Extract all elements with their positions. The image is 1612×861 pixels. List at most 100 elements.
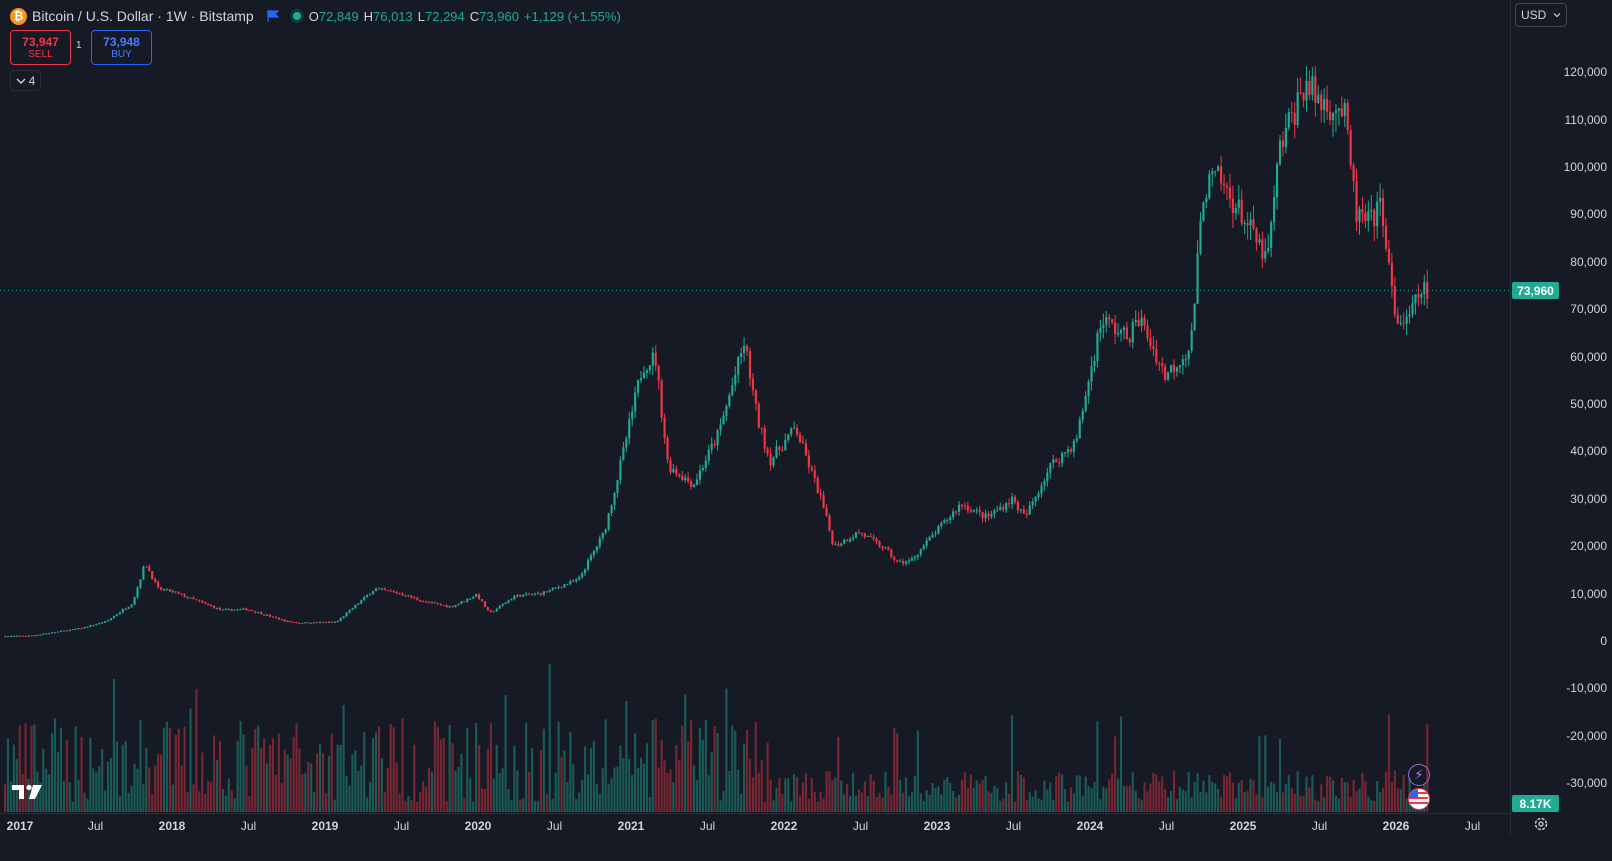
candle-body <box>1364 212 1367 222</box>
candle-body <box>1273 197 1276 223</box>
candle-body <box>684 477 687 481</box>
candle-body <box>940 523 943 526</box>
symbol-title[interactable]: Bitcoin / U.S. Dollar · 1W · Bitstamp <box>32 8 254 24</box>
candle-body <box>1081 410 1084 420</box>
sell-label: SELL <box>28 48 53 60</box>
candle-body <box>154 578 157 582</box>
candle-body <box>510 599 513 601</box>
market-status-icon[interactable] <box>289 9 304 23</box>
candle-body <box>1028 505 1031 515</box>
volume-bar <box>890 795 893 812</box>
candle-body <box>112 616 116 619</box>
candle-body <box>678 474 681 476</box>
volume-bar <box>1220 796 1223 812</box>
candlestick-chart[interactable] <box>0 0 1510 813</box>
candle-body <box>1249 219 1252 226</box>
candle-body <box>660 380 663 418</box>
price-tick-label: 0 <box>1600 634 1607 648</box>
candle-body <box>816 478 819 494</box>
volume-bar <box>1405 798 1408 812</box>
low-label: L <box>417 8 425 24</box>
candle-body <box>245 608 248 611</box>
candle-body <box>1240 199 1243 224</box>
open-label: O <box>308 8 319 24</box>
volume-bar <box>678 760 681 812</box>
volume-bar <box>990 792 993 812</box>
time-axis[interactable]: 2017 Jul 2018 Jul 2019 Jul 2020 Jul 2021 Jul 2022 J… <box>0 813 1510 835</box>
volume-bar <box>159 754 163 812</box>
volume-bar <box>719 800 722 812</box>
candle-body <box>949 517 952 521</box>
volume-bar <box>1108 779 1111 812</box>
volume-bar <box>51 733 54 812</box>
candle-body <box>695 479 699 485</box>
candle-body <box>589 555 593 561</box>
time-tick-label: 2026 <box>1382 819 1410 833</box>
price-axis[interactable]: 120,000 110,000 100,000 90,000 80,000 70,000 6… <box>1510 0 1612 835</box>
candle-body <box>834 544 837 546</box>
candle-body <box>1299 92 1302 94</box>
price-tick-label: -20,000 <box>1566 728 1607 743</box>
candle-body <box>436 603 439 605</box>
volume-bar <box>124 741 127 812</box>
volume-bar <box>1164 788 1167 812</box>
volume-bar <box>1264 735 1267 812</box>
candle-body <box>922 545 925 550</box>
volume-bar <box>790 801 793 812</box>
candle-body <box>854 532 858 538</box>
volume-bar <box>1196 773 1199 812</box>
volume-bar <box>952 790 955 812</box>
volume-bar <box>598 793 601 812</box>
volume-bar <box>33 724 36 812</box>
volume-bar <box>53 718 57 812</box>
currency-select[interactable]: USD <box>1515 3 1567 27</box>
candle-body <box>1222 183 1226 186</box>
lightning-sparkle-icon[interactable]: ⚡ <box>1408 764 1430 786</box>
volume-bar <box>604 719 607 812</box>
gear-icon[interactable] <box>1533 816 1549 832</box>
sell-button[interactable]: 73,947 SELL <box>10 30 71 65</box>
volume-bar <box>263 738 266 812</box>
candle-body <box>9 635 12 637</box>
tradingview-logo-icon[interactable] <box>12 781 44 803</box>
volume-bar <box>1075 775 1078 812</box>
volume-bar <box>554 772 557 812</box>
volume-bar <box>56 752 60 812</box>
candle-body <box>987 513 990 517</box>
volume-bar <box>734 731 737 812</box>
volume-bar <box>563 750 566 812</box>
volume-bar <box>1119 716 1123 812</box>
candle-body <box>345 612 348 617</box>
volume-bar <box>1275 791 1279 812</box>
candle-body <box>324 622 328 624</box>
candle-body <box>1034 496 1037 502</box>
volume-bar <box>1243 792 1246 812</box>
candle-body <box>1061 452 1064 464</box>
candle-body <box>999 506 1002 511</box>
buy-button[interactable]: 73,948 BUY <box>91 30 152 65</box>
volume-bar <box>1072 793 1075 812</box>
candle-body <box>775 446 778 458</box>
volume-bar <box>1040 799 1043 812</box>
candle-body <box>613 493 616 506</box>
volume-bar <box>1190 797 1193 812</box>
volume-bar <box>439 739 442 812</box>
chart-area[interactable] <box>0 0 1553 835</box>
volume-bar <box>1155 774 1158 812</box>
volume-bar <box>837 736 840 812</box>
volume-bar <box>330 733 333 812</box>
candle-body <box>1137 320 1140 326</box>
candle-body <box>1290 112 1293 114</box>
candle-body <box>778 446 781 450</box>
volume-bar <box>410 800 413 812</box>
indicators-toggle-button[interactable]: 4 <box>10 70 41 91</box>
us-flag-icon[interactable] <box>1408 788 1430 810</box>
flag-icon[interactable] <box>266 9 280 23</box>
volume-bar <box>669 769 672 812</box>
candle-body <box>363 596 366 601</box>
candle-body <box>595 546 598 551</box>
bitcoin-icon[interactable]: ₿ <box>10 7 27 25</box>
candle-body <box>1261 239 1264 259</box>
candle-body <box>77 628 80 630</box>
volume-bar <box>1249 778 1252 812</box>
